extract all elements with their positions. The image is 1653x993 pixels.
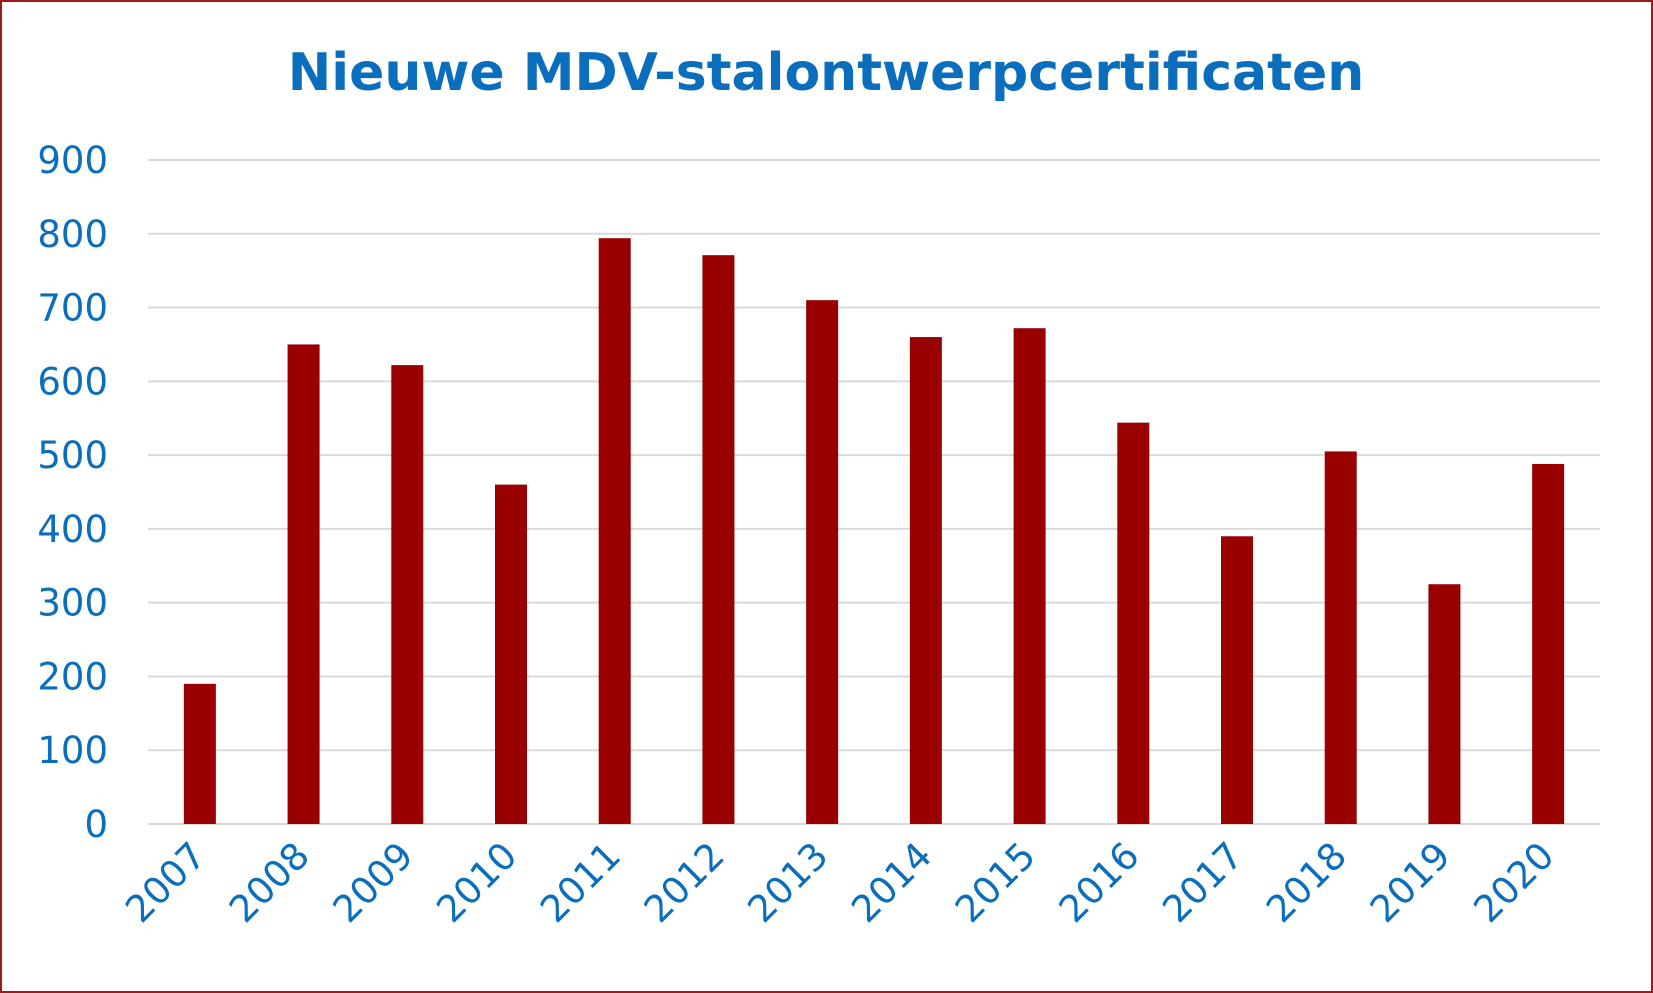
bar-2008	[287, 344, 320, 824]
bar-2014	[909, 337, 942, 824]
bars	[183, 238, 1565, 825]
x-tick-label: 2016	[1051, 834, 1148, 931]
x-axis-ticks: 2007 2008 2009 2010 2011 2012 2013 2014 2015 2016…	[117, 834, 1562, 931]
y-axis-ticks: 0 100 200 300 400 500 600 700 800 900	[37, 139, 108, 846]
bar-2015	[1013, 328, 1046, 824]
bar-2017	[1221, 536, 1253, 824]
x-tick-label: 2017	[1154, 834, 1251, 931]
x-tick-label: 2014	[843, 834, 940, 931]
x-tick-label: 2020	[1466, 834, 1563, 931]
bar-2020	[1532, 463, 1565, 824]
bar-2013	[806, 300, 839, 825]
bar-2019	[1428, 584, 1461, 824]
x-tick-label: 2011	[532, 834, 629, 931]
x-tick-label: 2012	[636, 834, 733, 931]
x-tick-label: 2009	[325, 834, 422, 931]
y-tick-label: 900	[37, 139, 108, 182]
y-tick-label: 600	[37, 360, 108, 403]
bar-2018	[1324, 451, 1357, 824]
y-tick-label: 0	[84, 803, 108, 846]
x-tick-label: 2018	[1258, 834, 1355, 931]
bar-2012	[702, 255, 735, 824]
x-tick-label: 2019	[1362, 834, 1459, 931]
y-tick-label: 700	[37, 287, 108, 330]
gridlines	[148, 159, 1600, 825]
y-tick-label: 200	[37, 655, 108, 698]
chart-title: Nieuwe MDV-stalontwerpcertificaten	[288, 43, 1365, 103]
x-tick-label: 2007	[117, 834, 214, 931]
bar-2009	[391, 365, 424, 824]
x-tick-label: 2013	[740, 834, 837, 931]
bar-2016	[1117, 422, 1150, 824]
y-tick-label: 400	[37, 508, 108, 551]
y-tick-label: 100	[37, 729, 108, 772]
bar-2007	[183, 683, 216, 824]
bar-2010	[495, 484, 527, 824]
y-tick-label: 500	[37, 434, 108, 477]
bar-2011	[598, 238, 631, 824]
x-tick-label: 2015	[947, 834, 1044, 931]
x-tick-label: 2008	[221, 834, 318, 931]
x-tick-label: 2010	[428, 834, 525, 931]
y-tick-label: 800	[37, 213, 108, 256]
y-tick-label: 300	[37, 582, 108, 625]
